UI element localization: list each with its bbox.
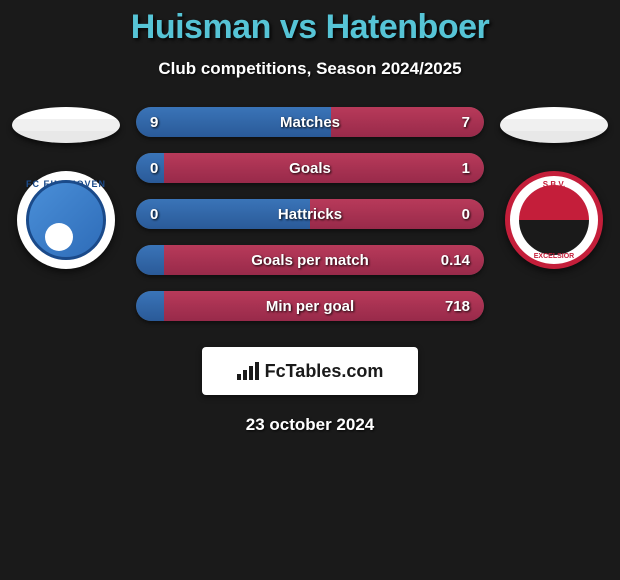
stats-column: 9 Matches 7 0 Goals 1 0 Hattricks 0 Goals per mat…	[136, 107, 484, 321]
stat-value-right: 7	[434, 114, 470, 131]
left-badge-ball-icon	[45, 223, 73, 251]
stat-value-left: 0	[150, 160, 186, 177]
left-club-badge: FC EINDHOVEN	[17, 171, 115, 269]
main-row: FC EINDHOVEN 9Matches70Goals10Hattricks0…	[0, 107, 620, 321]
stat-value-right: 718	[434, 298, 470, 315]
title-player-left: Huisman	[131, 8, 271, 46]
stat-bar-fill-left	[136, 291, 164, 321]
stat-bar: Goals per match 0.14	[136, 245, 484, 275]
left-flag-icon	[12, 107, 120, 143]
subtitle: Club competitions, Season 2024/2025	[0, 59, 620, 79]
stat-bar: Min per goal 718	[136, 291, 484, 321]
chart-bars-icon	[237, 362, 259, 380]
title-player-right: Hatenboer	[326, 8, 490, 46]
stat-value-right: 0	[434, 206, 470, 223]
right-club-badge: S.B.V. EXCELSIOR	[505, 171, 603, 269]
stat-value-left: 9	[150, 114, 186, 131]
stat-value-right: 0.14	[434, 252, 470, 269]
comparison-card: Huisman vs Hatenboer Club competitions, …	[0, 0, 620, 435]
stat-value-right: 1	[434, 160, 470, 177]
stat-label: Hattricks	[278, 206, 342, 223]
stat-label: Goals per match	[251, 252, 369, 269]
brand-name: FcTables.com	[265, 361, 384, 382]
left-team-column: FC EINDHOVEN	[6, 107, 126, 269]
title-vs: vs	[280, 8, 317, 46]
stat-bar: 0 Hattricks 0	[136, 199, 484, 229]
right-flag-icon	[500, 107, 608, 143]
brand-badge[interactable]: FcTables.com	[202, 347, 418, 395]
right-team-column: S.B.V. EXCELSIOR	[494, 107, 614, 269]
date-line: 23 october 2024	[0, 415, 620, 435]
right-badge-inner-icon	[519, 185, 589, 255]
right-club-name-bottom: EXCELSIOR	[510, 253, 598, 260]
stat-bar: 9 Matches 7	[136, 107, 484, 137]
stat-bar-fill-left	[136, 245, 164, 275]
stat-bar: 0 Goals 1	[136, 153, 484, 183]
stat-label: Goals	[289, 160, 331, 177]
stat-value-left: 0	[150, 206, 186, 223]
right-club-name-top: S.B.V.	[510, 180, 598, 189]
stat-label: Min per goal	[266, 298, 354, 315]
page-title: Huisman vs Hatenboer	[0, 8, 620, 47]
stat-label: Matches	[280, 114, 340, 131]
